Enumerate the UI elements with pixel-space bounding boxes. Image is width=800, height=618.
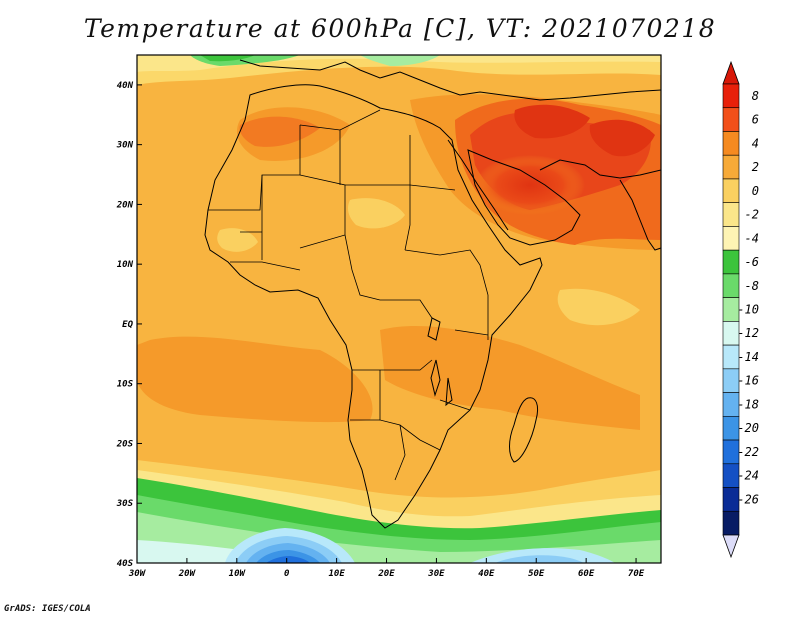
colorbar-swatch	[722, 154, 740, 180]
lat-label: 20N	[116, 200, 134, 210]
colorbar-swatch	[722, 249, 740, 275]
lat-label: 20S	[116, 439, 134, 449]
lon-label: 50E	[528, 569, 545, 579]
colorbar-swatch	[722, 107, 740, 132]
colorbar-label: -8	[745, 279, 759, 293]
colorbar-swatch	[722, 226, 740, 251]
colorbar-swatch	[722, 510, 740, 536]
colorbar-swatch	[722, 83, 740, 109]
plot-frame	[136, 54, 662, 564]
map-title: Temperature at 600hPa [C], VT: 202107021…	[83, 14, 717, 43]
lon-label: 40E	[478, 569, 495, 579]
lon-label: 70E	[628, 569, 645, 579]
lat-label: 30S	[116, 499, 134, 509]
coastlines	[204, 59, 661, 529]
colorbar-label: -12	[737, 326, 759, 340]
lat-label: EQ	[122, 320, 133, 330]
colorbar-top-arrow	[722, 60, 740, 85]
lat-label: 10S	[117, 380, 134, 390]
lon-label: 30W	[128, 569, 147, 579]
colorbar-swatch	[722, 202, 740, 227]
colorbar-label: 6	[752, 113, 759, 127]
colorbar-label: -24	[737, 469, 759, 483]
colorbar-label: -18	[737, 397, 759, 411]
lon-label: 20W	[178, 569, 197, 579]
colorbar-label: -20	[737, 421, 759, 435]
colorbar-label: -10	[737, 303, 759, 317]
grads-credit: GrADS: IGES/COLA	[4, 604, 91, 614]
colorbar-label: 8	[752, 89, 759, 103]
lon-label: 10W	[229, 569, 247, 579]
colorbar-label: -22	[737, 445, 759, 459]
colorbar-label: 2	[752, 160, 759, 174]
lon-label: 0	[284, 569, 290, 579]
colorbar: 8 6 4 2 0 -2 -4 -6 -8 -10 -12 -14 -16 -18 -20 -22 -24 -26	[722, 60, 759, 559]
lon-label: 30E	[427, 569, 445, 579]
lat-label: 40N	[117, 81, 134, 91]
colorbar-label: 4	[752, 136, 759, 150]
lon-label: 10E	[328, 569, 345, 579]
colorbar-swatch	[722, 131, 740, 156]
country-borders	[208, 109, 489, 481]
lat-label: 30N	[116, 141, 134, 151]
latitude-axis: 40N 30N 20N 10N EQ 10S 20S 30S 40S	[116, 81, 142, 569]
colorbar-label: -4	[745, 231, 759, 245]
lat-label: 40S	[117, 559, 134, 569]
colorbar-bottom-arrow	[722, 534, 740, 559]
colorbar-swatch	[722, 178, 740, 203]
temperature-field	[137, 55, 661, 563]
colorbar-label: 0	[752, 184, 759, 198]
colorbar-swatch	[722, 273, 740, 298]
colorbar-label: -2	[745, 208, 759, 222]
colorbar-label: -6	[745, 255, 759, 269]
colorbar-label: -26	[737, 492, 759, 506]
colorbar-label: -14	[737, 350, 759, 364]
colorbar-label: -16	[737, 374, 759, 388]
lon-label: 20E	[377, 569, 395, 579]
longitude-axis: 30W 20W 10W 0 10E 20E 30E 40E 50E 60E 70E	[128, 558, 645, 579]
lon-label: 60E	[578, 569, 595, 579]
lat-label: 10N	[117, 260, 134, 270]
